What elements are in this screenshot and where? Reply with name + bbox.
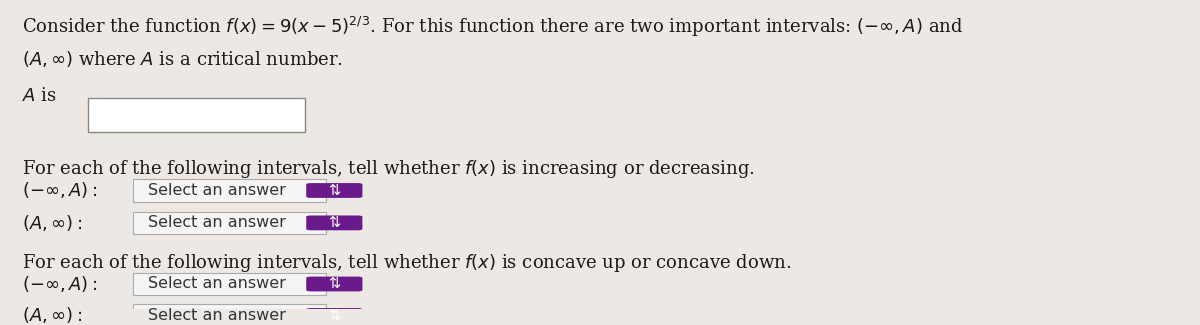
FancyBboxPatch shape: [306, 215, 362, 230]
Text: ⇅: ⇅: [328, 215, 341, 230]
Text: Select an answer: Select an answer: [148, 183, 286, 198]
Text: $(A, \infty):$: $(A, \infty):$: [22, 306, 82, 325]
Text: ⇅: ⇅: [328, 308, 341, 323]
FancyBboxPatch shape: [306, 277, 362, 292]
Text: Select an answer: Select an answer: [148, 308, 286, 323]
Text: Consider the function $f(x) = 9(x - 5)^{2/3}$. For this function there are two i: Consider the function $f(x) = 9(x - 5)^{…: [22, 15, 964, 39]
FancyBboxPatch shape: [306, 308, 362, 323]
FancyBboxPatch shape: [133, 212, 326, 234]
Text: ⇅: ⇅: [328, 277, 341, 292]
Text: $(A, \infty):$: $(A, \infty):$: [22, 213, 82, 233]
FancyBboxPatch shape: [133, 305, 326, 325]
Text: $(-\infty, A):$: $(-\infty, A):$: [22, 274, 97, 294]
FancyBboxPatch shape: [133, 273, 326, 295]
FancyBboxPatch shape: [89, 98, 305, 132]
Text: $(A, \infty)$ where $A$ is a critical number.: $(A, \infty)$ where $A$ is a critical nu…: [22, 48, 343, 69]
FancyBboxPatch shape: [306, 183, 362, 198]
Text: Select an answer: Select an answer: [148, 215, 286, 230]
Text: $(-\infty, A):$: $(-\infty, A):$: [22, 180, 97, 201]
Text: $A$ is: $A$ is: [22, 87, 56, 105]
Text: Select an answer: Select an answer: [148, 277, 286, 292]
Text: For each of the following intervals, tell whether $f(x)$ is increasing or decrea: For each of the following intervals, tel…: [22, 158, 755, 180]
Text: ⇅: ⇅: [328, 183, 341, 198]
Text: For each of the following intervals, tell whether $f(x)$ is concave up or concav: For each of the following intervals, tel…: [22, 252, 791, 274]
FancyBboxPatch shape: [133, 179, 326, 202]
